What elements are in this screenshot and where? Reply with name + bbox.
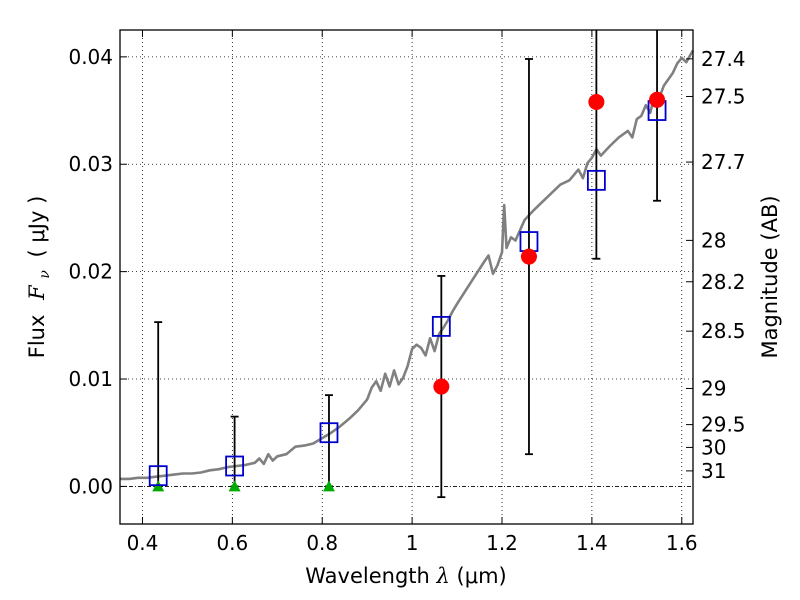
x-axis-title-symbol: λ — [436, 564, 450, 588]
axis-ticks: 0.4 0.6 0.8 1 1.2 1.4 1.6 0.00 0.01 0.02 0.03 0.04 2… — [68, 30, 746, 555]
x-tick-label: 0.8 — [306, 531, 338, 555]
axes-frame — [119, 29, 694, 525]
x-axis-title: Wavelength λ (μm) — [305, 564, 506, 588]
magnitude-tick-label: 28.5 — [701, 319, 746, 343]
y-axis-title-unit: ( μJy ) — [25, 196, 49, 258]
y-tick-label: 0.03 — [68, 152, 113, 176]
y-tick-label: 0.01 — [68, 367, 113, 391]
y2-axis-title: Magnitude (AB) — [758, 195, 782, 358]
y-axis-title-subscript: ν — [37, 270, 53, 279]
magnitude-tick-label: 30 — [701, 435, 726, 459]
magnitude-tick-label: 28 — [701, 228, 726, 252]
upper-limit-point — [322, 480, 335, 492]
x-tick-label: 1 — [406, 531, 419, 555]
y-axis-title: Flux F ν ( μJy ) — [25, 196, 54, 359]
template-spectrum-line — [120, 49, 695, 481]
x-tick-label: 0.4 — [127, 531, 159, 555]
x-tick-label: 1.2 — [486, 531, 518, 555]
magnitude-tick-label: 28.2 — [701, 270, 746, 294]
model-photometry-point — [586, 169, 606, 191]
model-photometry-point — [148, 465, 168, 487]
y-axis-title-symbol: F — [25, 284, 49, 301]
magnitude-tick-label: 27.4 — [701, 47, 746, 71]
x-tick-label: 0.6 — [216, 531, 248, 555]
y-tick-label: 0.02 — [68, 260, 113, 284]
y-tick-label: 0.00 — [68, 474, 113, 498]
x-axis-title-unit: (μm) — [457, 564, 507, 588]
model-photometry-point — [319, 422, 339, 444]
magnitude-tick-label: 31 — [701, 459, 726, 483]
y-tick-label: 0.04 — [68, 45, 113, 69]
detection-point — [649, 91, 666, 108]
detection-point — [520, 248, 537, 265]
upper-limit-point — [228, 480, 241, 492]
magnitude-tick-label: 27.5 — [701, 84, 746, 108]
y-axis-title-prefix: Flux — [25, 315, 49, 359]
detection-point — [588, 93, 605, 110]
x-tick-label: 1.6 — [666, 531, 698, 555]
model-photometry-point — [431, 315, 451, 337]
model-photometry-point — [225, 455, 245, 477]
magnitude-tick-label: 27.7 — [701, 150, 746, 174]
grid-lines — [120, 30, 693, 524]
detection-point — [433, 378, 450, 395]
x-axis-title-prefix: Wavelength — [305, 564, 430, 588]
x-tick-label: 1.4 — [576, 531, 608, 555]
plot-area — [120, 30, 695, 499]
magnitude-tick-label: 29 — [701, 376, 726, 400]
magnitude-tick-label: 29.5 — [701, 413, 746, 437]
